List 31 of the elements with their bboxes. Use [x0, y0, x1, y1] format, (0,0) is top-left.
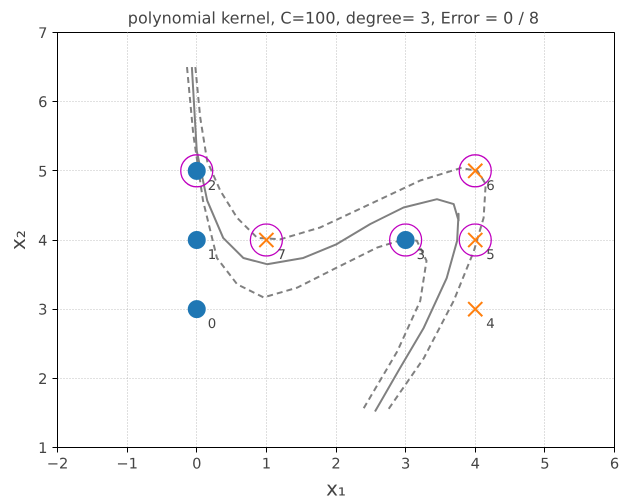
x-tick-label: 3 — [400, 456, 410, 472]
y-tick-label: 4 — [38, 232, 48, 250]
chart-title: polynomial kernel, C=100, degree= 3, Error = 0 / 8 — [128, 8, 540, 28]
annotation: 1 — [208, 248, 216, 263]
x-tick-label: −1 — [116, 456, 138, 472]
y-tick-label: 1 — [38, 440, 48, 457]
x-tick-label: −2 — [46, 456, 68, 472]
point — [188, 231, 206, 249]
annotation: 7 — [277, 248, 286, 263]
x-tick-label: 2 — [331, 456, 341, 472]
point — [467, 301, 484, 318]
y-tick-label: 5 — [38, 163, 48, 180]
annotation: 0 — [208, 317, 216, 332]
x-tick-label: 6 — [610, 456, 620, 472]
y-tick-label: 2 — [38, 370, 48, 388]
x-tick-label: 4 — [470, 456, 480, 472]
annotation: 6 — [486, 178, 495, 194]
point — [188, 300, 206, 318]
annotation: 2 — [208, 178, 216, 194]
annotation: 4 — [486, 317, 495, 332]
annotation: 3 — [416, 248, 426, 263]
x-tick-label: 0 — [192, 456, 202, 472]
x-tick-label: 1 — [262, 456, 272, 472]
y-tick-label: 6 — [38, 94, 48, 112]
point — [250, 223, 284, 257]
x-tick-label: 5 — [540, 456, 550, 472]
y-axis-title: x₂ — [6, 230, 30, 250]
annotation: 5 — [486, 248, 495, 263]
y-tick-label: 7 — [38, 25, 48, 42]
x-axis-title: x₁ — [326, 476, 346, 500]
y-tick-label: 3 — [38, 302, 48, 319]
